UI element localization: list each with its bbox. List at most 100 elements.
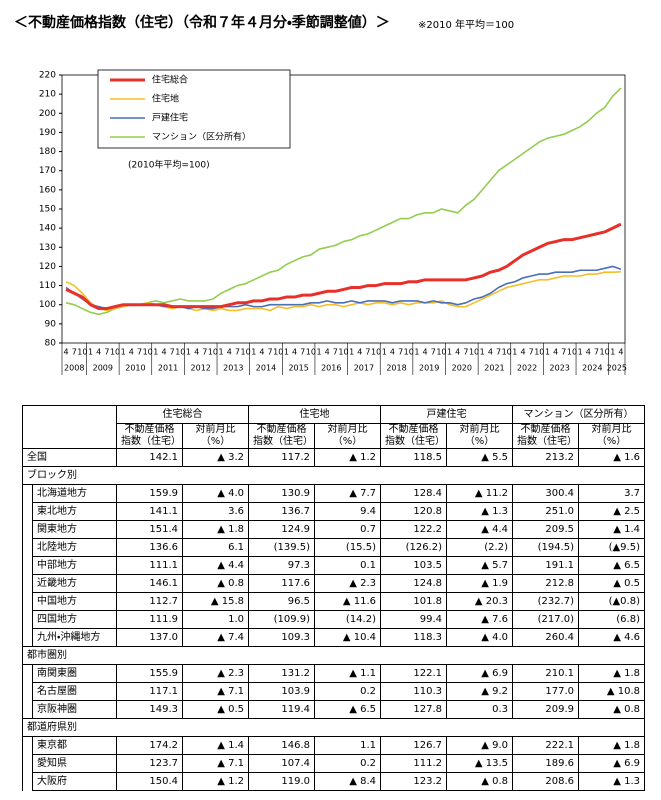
row-label: 東北地方: [32, 502, 117, 521]
x-tick-label: 7: [398, 348, 403, 357]
value-cell: 0.3: [446, 700, 513, 719]
x-tick-label: 1: [447, 348, 452, 357]
value-cell: ▲ 9.0: [446, 736, 513, 755]
legend-label: 住宅地: [152, 93, 179, 105]
y-tick-label: 220: [39, 71, 56, 81]
x-tick-label: 7: [431, 348, 436, 357]
value-cell: ▲ 7.7: [314, 484, 381, 503]
y-tick-label: 130: [39, 243, 56, 253]
value-cell: ▲ 4.6: [578, 628, 645, 647]
value-cell: 189.6: [512, 754, 579, 773]
legend-label: マンション（区分所有）: [152, 131, 251, 143]
x-tick-label: 7: [300, 348, 305, 357]
x-group-label: 2015: [288, 364, 308, 373]
value-cell: 123.7: [116, 754, 183, 773]
value-cell: 208.6: [512, 772, 579, 791]
column-header: 戸建住宅: [380, 405, 513, 424]
x-tick-label: 7: [463, 348, 468, 357]
value-cell: 213.2: [512, 448, 579, 467]
value-cell: 111.2: [380, 754, 447, 773]
x-tick-label: 10: [534, 348, 544, 357]
row-label: 名古屋圏: [32, 682, 117, 701]
x-group-label: 2017: [354, 364, 374, 373]
value-cell: ▲ 2.3: [314, 574, 381, 593]
data-row: 名古屋圏 117.1 ▲ 7.1 103.9 0.2 110.3 ▲ 9.2 177.0 ▲ 1…: [22, 682, 645, 701]
table-head: 住宅総合 住宅地 戸建住宅 マンション（区分所有） 不動産価格 指数（住宅） 対前月比（%…: [22, 405, 645, 449]
value-cell: 177.0: [512, 682, 579, 701]
x-tick-label: 7: [561, 348, 566, 357]
value-cell: ▲ 1.9: [446, 574, 513, 593]
x-group-label: 2025: [607, 364, 627, 373]
subtitle: ※2010 年平均＝100: [418, 20, 515, 31]
indent-cell: [22, 484, 33, 503]
value-cell: ▲ 20.3: [446, 592, 513, 611]
value-cell: 123.2: [380, 772, 447, 791]
x-tick-label: 4: [586, 348, 591, 357]
value-cell: 9.4: [314, 502, 381, 521]
line-series: [65, 87, 622, 316]
y-tick-label: 160: [39, 185, 56, 195]
x-tick-label: 7: [594, 348, 599, 357]
data-row: 愛知県 123.7 ▲ 7.1 107.4 0.2 111.2 ▲ 13.5 189.6 ▲ 6…: [22, 754, 645, 773]
section-row: ブロック別: [22, 466, 645, 485]
x-group-label: 2021: [484, 364, 504, 373]
value-cell: ▲ 10.4: [314, 628, 381, 647]
y-tick-label: 170: [39, 166, 56, 176]
table-body: 全国 142.1 ▲ 3.2 117.2 ▲ 1.2 118.5 ▲ 5.5 213.2 ▲ 1…: [22, 448, 645, 791]
row-label: 中部地方: [32, 556, 117, 575]
data-row: 東北地方 141.1 3.6 136.7 9.4 120.8 ▲ 1.3 251.0 ▲ 2.5: [22, 502, 645, 521]
value-cell: ▲ 8.4: [314, 772, 381, 791]
legend-label: 戸建住宅: [152, 112, 188, 124]
value-cell: 0.1: [314, 556, 381, 575]
legend-box: [97, 69, 291, 149]
value-cell: 146.8: [248, 736, 315, 755]
row-label: 東京都: [32, 736, 117, 755]
value-cell: 0.7: [314, 520, 381, 539]
value-cell: ▲ 6.9: [578, 754, 645, 773]
y-tick-label: 190: [39, 128, 56, 138]
x-tick-label: 4: [325, 348, 330, 357]
value-cell: ▲ 9.2: [446, 682, 513, 701]
value-cell: ▲ 1.4: [578, 520, 645, 539]
value-cell: 109.3: [248, 628, 315, 647]
value-cell: ▲ 1.3: [578, 772, 645, 791]
x-tick-label: 10: [110, 348, 120, 357]
subcolumn-header: 不動産価格 指数（住宅）: [116, 423, 183, 449]
value-cell: 120.8: [380, 502, 447, 521]
value-cell: 119.4: [248, 700, 315, 719]
value-cell: 260.4: [512, 628, 579, 647]
value-cell: 222.1: [512, 736, 579, 755]
value-cell: (14.2): [314, 610, 381, 629]
chart: 8090100110120130140150160170180190200210…: [39, 69, 627, 375]
x-tick-label: 10: [338, 348, 348, 357]
y-tick-label: 110: [39, 281, 56, 291]
data-row: 北海道地方 159.9 ▲ 4.0 130.9 ▲ 7.7 128.4 ▲ 11.2 300.…: [22, 484, 645, 503]
y-tick-label: 200: [39, 109, 56, 119]
x-tick-label: 7: [365, 348, 370, 357]
section-label: 都道府県別: [22, 718, 645, 737]
value-cell: 96.5: [248, 592, 315, 611]
x-tick-label: 1: [610, 348, 615, 357]
header-row: 住宅総合 住宅地 戸建住宅 マンション（区分所有）: [22, 405, 645, 449]
indent-cell: [22, 574, 33, 593]
x-tick-label: 4: [96, 348, 101, 357]
chart-note: (2010年平均=100): [128, 159, 210, 171]
value-cell: 191.1: [512, 556, 579, 575]
value-cell: 174.2: [116, 736, 183, 755]
x-tick-label: 1: [186, 348, 191, 357]
x-tick-label: 10: [240, 348, 250, 357]
value-cell: ▲ 1.6: [578, 448, 645, 467]
data-row: 関東地方 151.4 ▲ 1.8 124.9 0.7 122.2 ▲ 4.4 209.5 ▲ 1…: [22, 520, 645, 539]
section-label: ブロック別: [22, 466, 645, 485]
x-tick-label: 10: [436, 348, 446, 357]
value-cell: 119.0: [248, 772, 315, 791]
row-label: 大阪府: [32, 772, 117, 791]
x-tick-label: 7: [268, 348, 273, 357]
value-cell: ▲ 11.6: [314, 592, 381, 611]
value-cell: ▲ 4.0: [182, 484, 249, 503]
x-tick-label: 7: [202, 348, 207, 357]
x-tick-label: 1: [545, 348, 550, 357]
row-label: 京阪神圏: [32, 700, 117, 719]
value-cell: (2.2): [446, 538, 513, 557]
x-group-label: 2020: [452, 364, 472, 373]
